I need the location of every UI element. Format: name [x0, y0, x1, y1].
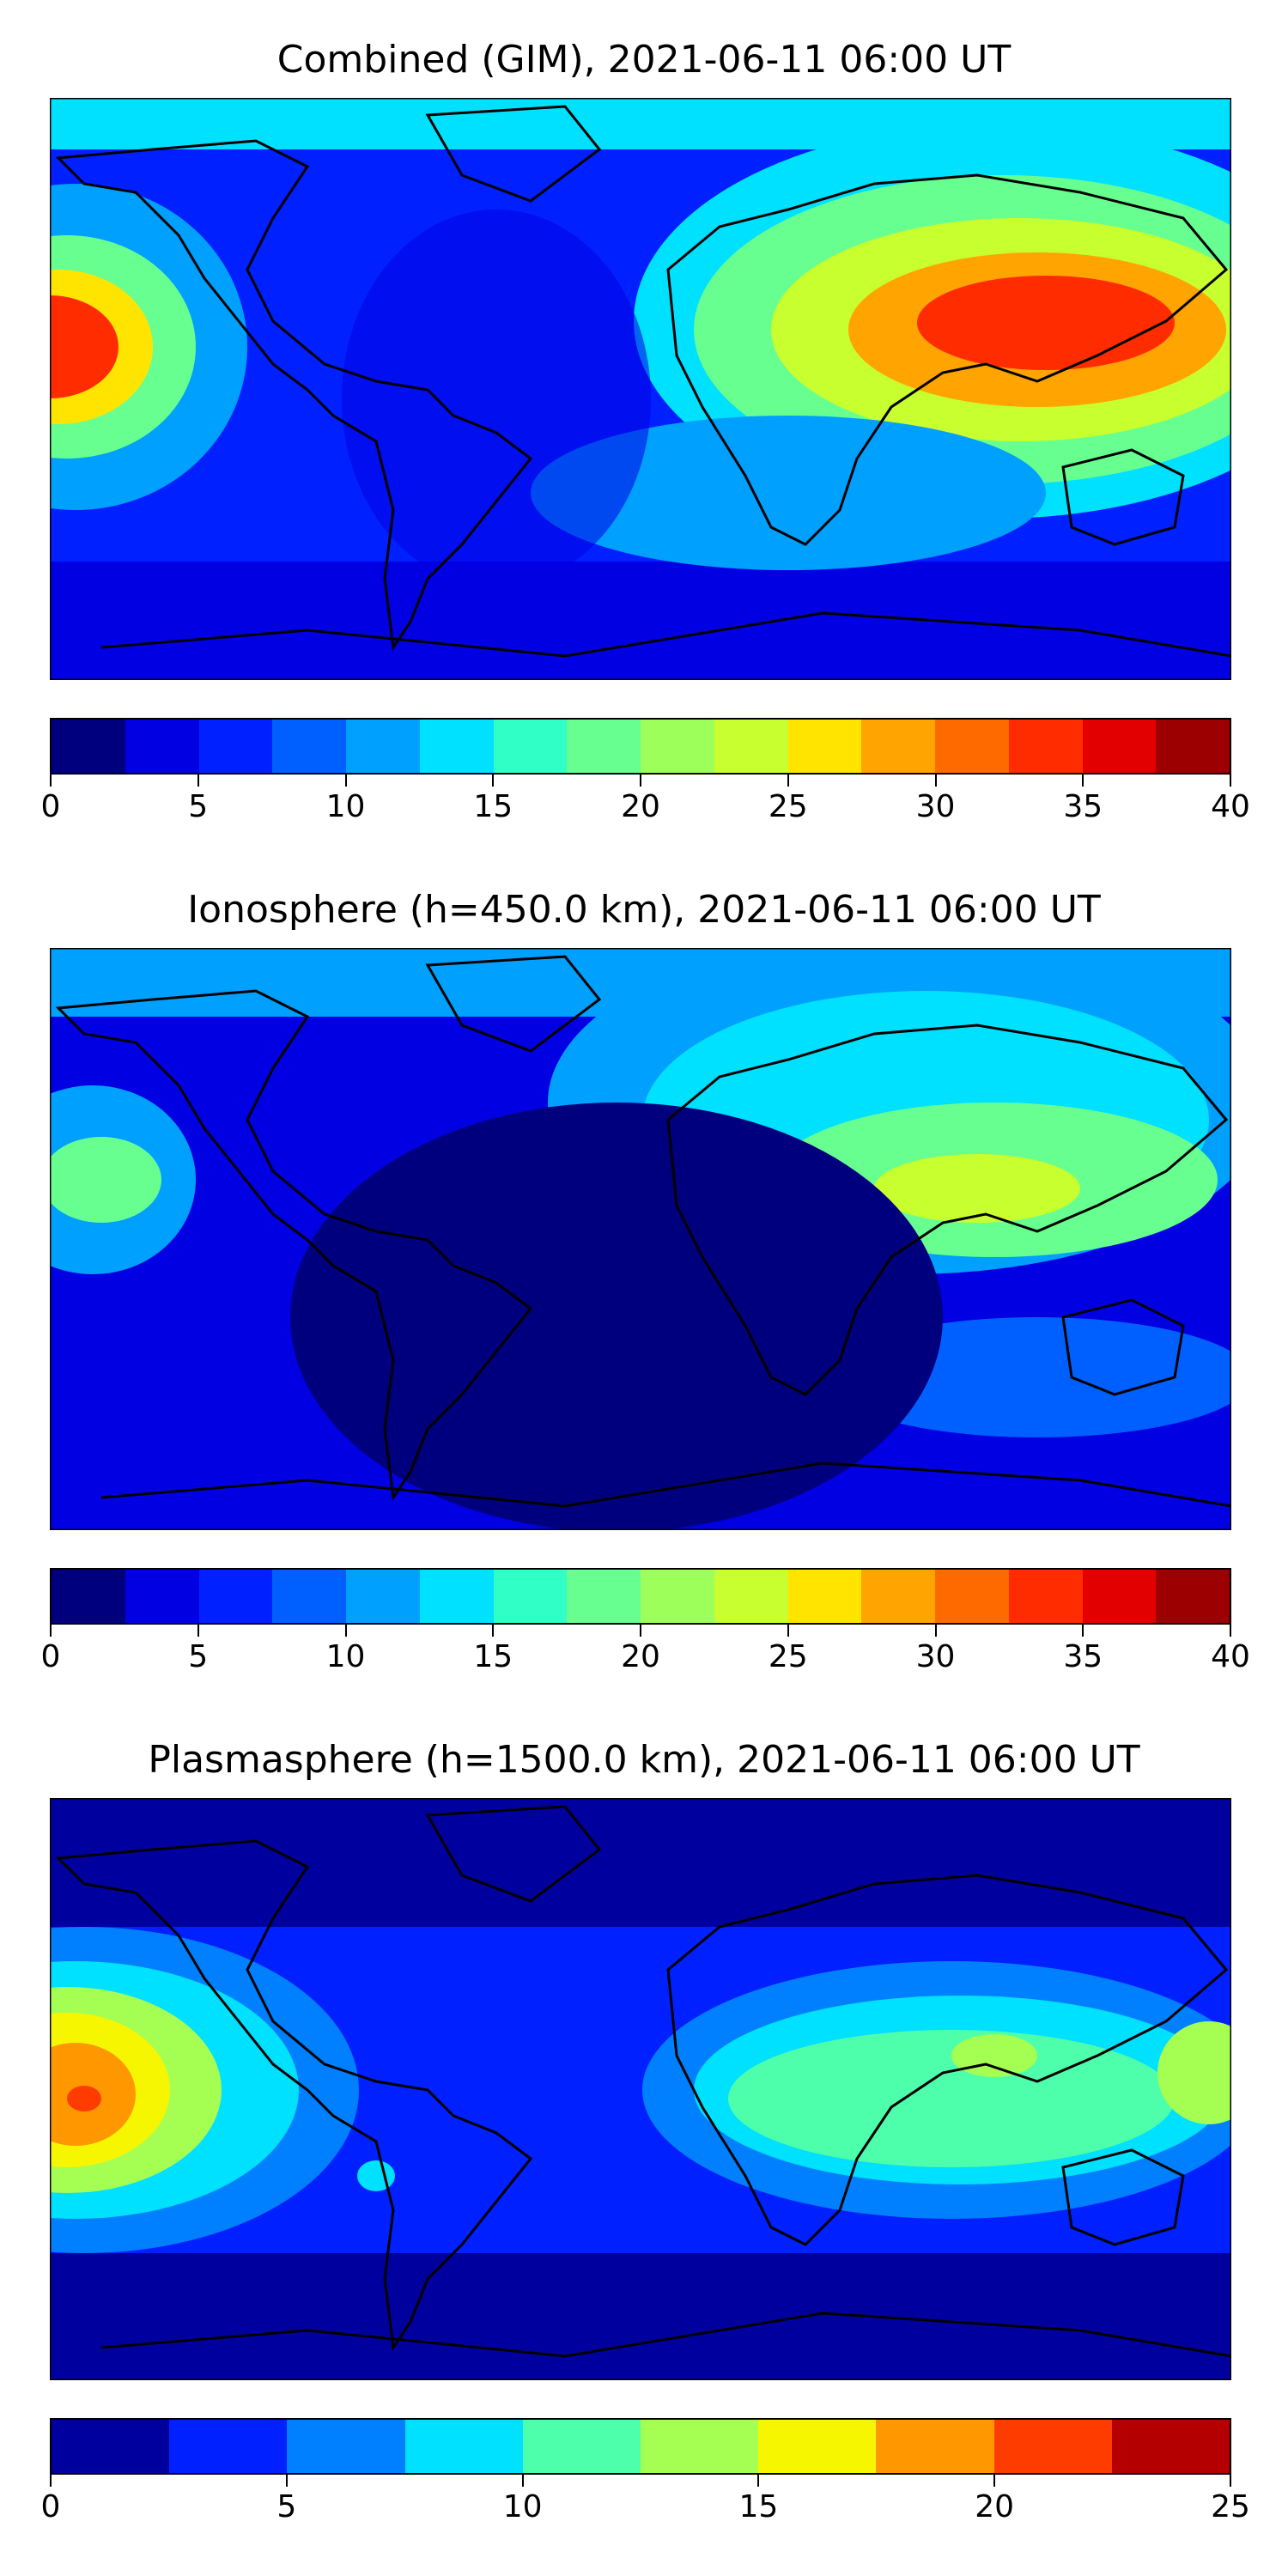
- colorbar-segment: [52, 1570, 125, 1623]
- colorbar-segment: [861, 1570, 935, 1623]
- colorbar-tick: [640, 775, 641, 787]
- colorbar-tick-label: 35: [1063, 1639, 1103, 1674]
- colorbar-segment: [493, 1570, 568, 1623]
- colorbar-tick-label: 20: [621, 789, 660, 824]
- colorbar-tick-label: 30: [915, 1639, 956, 1674]
- colorbar-segment: [404, 2420, 523, 2473]
- colorbar-tick-label: 0: [40, 1639, 61, 1674]
- colorbar-tick: [344, 1625, 347, 1637]
- colorbar-segment: [1008, 1570, 1083, 1623]
- colorbar-segment: [52, 720, 125, 773]
- colorbar-tick: [787, 775, 789, 787]
- colorbar-tick-label: 40: [1211, 789, 1250, 824]
- colorbar-tick-label: 25: [768, 789, 808, 824]
- colorbar-tick: [1230, 1625, 1231, 1637]
- colorbar-tick: [50, 775, 52, 787]
- map-combined: [50, 98, 1231, 680]
- colorbar-tick-label: 5: [188, 1639, 209, 1674]
- panel-title-combined: Combined (GIM), 2021-06-11 06:00 UT: [276, 38, 1012, 82]
- colorbar-segment: [272, 1570, 346, 1623]
- colorbar-tick: [521, 2475, 524, 2487]
- colorbar-segment: [198, 720, 273, 773]
- colorbar-segment: [787, 720, 862, 773]
- colorbar-tick: [492, 775, 495, 787]
- colorbar-segment: [758, 2420, 877, 2473]
- colorbar-tick-label: 0: [40, 2489, 61, 2524]
- colorbar-tick: [197, 775, 199, 787]
- colorbar-segment: [787, 1570, 862, 1623]
- colorbar-plasmasphere: [50, 2418, 1231, 2475]
- colorbar-segment: [1156, 1570, 1230, 1623]
- colorbar-tick: [993, 2475, 996, 2487]
- colorbar-tick: [1082, 1625, 1084, 1637]
- panel-title-ionosphere: Ionosphere (h=450.0 km), 2021-06-11 06:0…: [187, 888, 1101, 932]
- colorbar-tick: [787, 1625, 789, 1637]
- colorbar-tick-label: 25: [768, 1639, 808, 1674]
- colorbar-segment: [1082, 720, 1157, 773]
- colorbar-segment: [522, 2420, 641, 2473]
- colorbar-tick: [50, 1625, 52, 1637]
- colorbar-segment: [493, 720, 568, 773]
- colorbar-segment: [935, 720, 1009, 773]
- colorbar-tick-label: 10: [325, 1639, 366, 1674]
- colorbar-segment: [287, 2420, 405, 2473]
- colorbar-tick-label: 10: [502, 2489, 543, 2524]
- colorbar-segment: [567, 1570, 641, 1623]
- colorbar-segment: [876, 2420, 994, 2473]
- colorbar-segment: [641, 720, 714, 773]
- colorbar-segment: [272, 720, 346, 773]
- colorbar-segment: [935, 1570, 1009, 1623]
- panel-title-plasmasphere: Plasmasphere (h=1500.0 km), 2021-06-11 0…: [148, 1738, 1140, 1782]
- colorbar-tick: [285, 2475, 288, 2487]
- colorbar-segment: [993, 2420, 1112, 2473]
- colorbar-tick-label: 15: [473, 789, 513, 824]
- colorbar-tick-label: 35: [1063, 789, 1103, 824]
- colorbar-tick: [757, 2475, 760, 2487]
- colorbar-tick: [1230, 775, 1231, 787]
- colorbar-ionosphere: [50, 1568, 1231, 1625]
- colorbar-tick-label: 20: [975, 2489, 1015, 2524]
- colorbar-tick: [50, 2475, 52, 2487]
- colorbar-tick-label: 5: [188, 789, 209, 824]
- colorbar-segment: [346, 1570, 420, 1623]
- colorbar-tick: [492, 1625, 495, 1637]
- colorbar-segment: [714, 720, 788, 773]
- colorbar-segment: [1111, 2420, 1230, 2473]
- map-ionosphere: [50, 948, 1231, 1530]
- colorbar-tick-label: 5: [276, 2489, 297, 2524]
- colorbar-segment: [641, 1570, 714, 1623]
- colorbar-segment: [861, 720, 935, 773]
- colorbar-tick: [1082, 775, 1084, 787]
- colorbar-segment: [125, 1570, 199, 1623]
- colorbar-tick: [934, 775, 937, 787]
- colorbar-tick-label: 30: [915, 789, 956, 824]
- colorbar-segment: [567, 720, 641, 773]
- colorbar-segment: [419, 720, 494, 773]
- colorbar-tick-label: 0: [40, 789, 61, 824]
- colorbar-segment: [1082, 1570, 1157, 1623]
- colorbar-tick: [640, 1625, 641, 1637]
- colorbar-segment: [346, 720, 420, 773]
- colorbar-tick: [1230, 2475, 1231, 2487]
- colorbar-segment: [198, 1570, 273, 1623]
- colorbar-segment: [169, 2420, 288, 2473]
- colorbar-segment: [1008, 720, 1083, 773]
- colorbar-segment: [714, 1570, 788, 1623]
- colorbar-tick-label: 40: [1211, 1639, 1250, 1674]
- colorbar-tick-label: 20: [621, 1639, 660, 1674]
- colorbar-segment: [125, 720, 199, 773]
- colorbar-tick: [344, 775, 347, 787]
- colorbar-segment: [52, 2420, 170, 2473]
- colorbar-combined: [50, 718, 1231, 775]
- colorbar-tick: [934, 1625, 937, 1637]
- colorbar-tick-label: 15: [473, 1639, 513, 1674]
- map-plasmasphere: [50, 1798, 1231, 2380]
- colorbar-tick: [197, 1625, 199, 1637]
- colorbar-segment: [1156, 720, 1230, 773]
- colorbar-tick-label: 15: [738, 2489, 779, 2524]
- colorbar-segment: [419, 1570, 494, 1623]
- colorbar-tick-label: 10: [325, 789, 366, 824]
- colorbar-tick-label: 25: [1211, 2489, 1250, 2524]
- colorbar-segment: [641, 2420, 759, 2473]
